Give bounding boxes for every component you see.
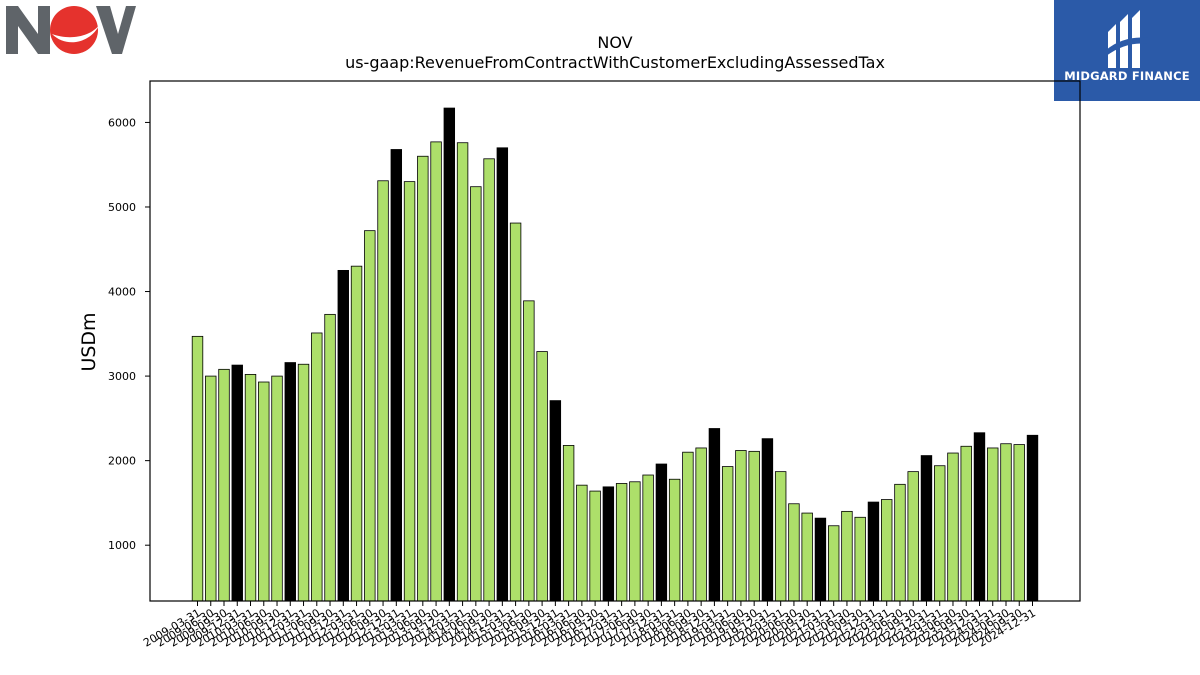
bar-2018-06-30 (682, 451, 694, 602)
bars-group (191, 107, 1039, 602)
bar-2010-06-30 (258, 381, 270, 602)
y-tick-label-3000: 3000 (108, 370, 136, 383)
bar-2022-09-30 (907, 471, 919, 602)
bar-2009-06-30 (205, 375, 217, 602)
bar-2024-03-31 (987, 447, 999, 602)
bar-2017-03-31 (615, 483, 628, 602)
bar-2014-03-31 (456, 142, 469, 602)
bar-2013-09-30 (430, 141, 442, 602)
nov-logo-letter-v (96, 6, 136, 54)
bar-2016-09-30 (589, 490, 601, 602)
bar-2016-06-30 (576, 484, 588, 602)
bar-2019-03-31 (721, 466, 734, 602)
bar-2020-06-30 (788, 503, 800, 602)
bar-2023-03-31 (934, 465, 946, 602)
bar-2016-03-31 (562, 445, 575, 602)
y-tick-label-4000: 4000 (108, 286, 136, 299)
bar-2023-12-31 (973, 432, 986, 602)
bar-2012-12-31 (390, 149, 403, 602)
nov-logo (6, 6, 136, 54)
bar-2009-03-31 (191, 335, 204, 602)
y-tick-label-1000: 1000 (108, 539, 136, 552)
bar-2015-06-30 (523, 300, 535, 602)
bar-2010-09-30 (271, 375, 283, 602)
bar-2014-09-30 (483, 158, 495, 602)
bar-2011-12-31 (337, 269, 349, 602)
bar-2014-06-30 (470, 186, 482, 602)
bar-2012-09-30 (377, 180, 389, 602)
bar-2021-06-30 (841, 510, 853, 602)
bar-2017-09-30 (642, 474, 654, 602)
bar-2015-12-31 (549, 400, 562, 602)
nov-logo-globe (50, 6, 98, 54)
y-axis: 1000 2000 3000 4000 5000 6000 (108, 116, 150, 552)
bar-2020-09-30 (801, 512, 813, 602)
bar-2019-12-31 (761, 438, 774, 602)
bar-2020-03-31 (774, 471, 787, 602)
bar-2021-09-30 (854, 516, 866, 602)
bar-2021-03-31 (827, 525, 840, 602)
bar-2018-03-31 (668, 478, 681, 602)
bar-2019-06-30 (735, 450, 747, 602)
bar-2024-09-30 (1013, 444, 1025, 602)
bar-2020-12-31 (814, 517, 827, 602)
bar-2009-09-30 (218, 368, 230, 602)
bar-2024-06-30 (1000, 443, 1012, 602)
bar-2011-09-30 (324, 313, 336, 602)
bar-2022-03-31 (881, 499, 893, 602)
bar-2011-06-30 (311, 332, 323, 602)
bar-2013-03-31 (403, 181, 416, 602)
bar-2014-12-31 (496, 147, 509, 602)
bar-2018-12-31 (708, 428, 721, 602)
midgard-finance-logo: MIDGARD FINANCE (1054, 0, 1200, 101)
bar-2011-03-31 (297, 363, 310, 602)
bar-2016-12-31 (602, 486, 615, 602)
nov-logo-swoosh (52, 24, 100, 43)
chart-subtitle: us-gaap:RevenueFromContractWithCustomerE… (345, 53, 885, 72)
bar-2015-09-30 (536, 351, 548, 602)
chart-title: NOV (597, 33, 633, 52)
y-tick-label-5000: 5000 (108, 201, 136, 214)
bar-2022-06-30 (894, 483, 906, 602)
bar-2010-12-31 (284, 362, 296, 602)
bar-2022-12-31 (920, 455, 933, 602)
midgard-emblem-icon (1106, 10, 1148, 68)
y-tick-label-2000: 2000 (108, 455, 136, 468)
bar-2012-06-30 (364, 230, 376, 602)
plot-frame (149, 80, 1081, 602)
bar-2013-06-30 (417, 155, 429, 602)
bar-2015-03-31 (509, 222, 522, 602)
x-axis: 2009-03-312009-06-302009-09-302009-12-31… (141, 601, 1038, 650)
nov-logo-letter-n (6, 6, 50, 54)
bar-2019-09-30 (748, 450, 760, 602)
bar-2024-12-31 (1026, 434, 1039, 602)
bar-2023-06-30 (947, 452, 959, 602)
bar-2018-09-30 (695, 447, 707, 602)
bar-2013-12-31 (443, 107, 456, 602)
bar-2017-12-31 (655, 463, 668, 602)
bar-2021-12-31 (867, 501, 880, 602)
bar-2017-06-30 (629, 481, 641, 602)
bar-2010-03-31 (244, 373, 257, 602)
bar-2023-09-30 (960, 445, 972, 602)
bar-2012-03-31 (350, 265, 363, 602)
y-tick-label-6000: 6000 (108, 116, 136, 129)
y-axis-label: USDm (78, 312, 100, 371)
midgard-finance-wordmark: MIDGARD FINANCE (1064, 69, 1190, 83)
bar-2009-12-31 (231, 364, 243, 602)
